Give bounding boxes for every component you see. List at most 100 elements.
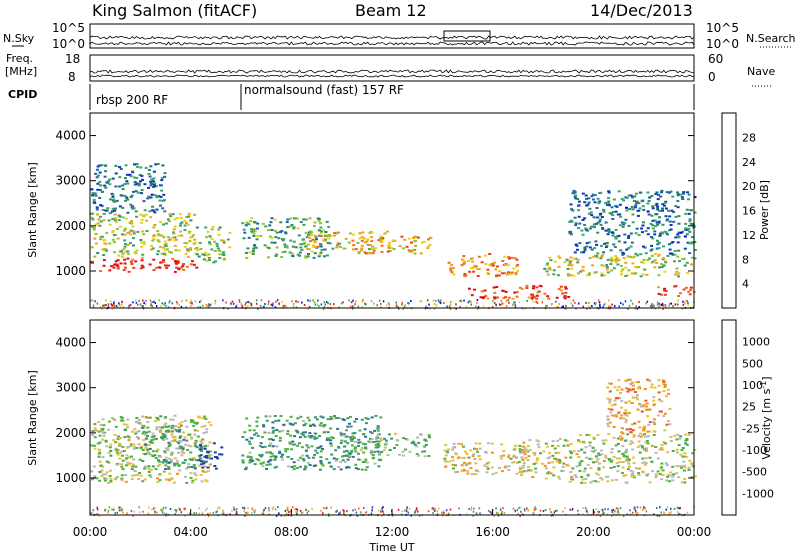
data-cell xyxy=(546,304,548,307)
data-cell xyxy=(190,260,194,263)
data-cell xyxy=(222,509,224,512)
data-cell xyxy=(518,450,522,453)
data-cell xyxy=(611,214,615,217)
data-cell xyxy=(160,179,164,182)
data-cell xyxy=(647,408,651,411)
data-cell xyxy=(536,443,540,446)
data-cell xyxy=(605,203,609,206)
data-cell xyxy=(595,216,599,219)
data-cell xyxy=(664,261,668,264)
data-cell xyxy=(220,446,224,449)
data-cell xyxy=(516,269,520,272)
data-cell xyxy=(478,458,482,461)
data-cell xyxy=(668,512,670,515)
data-cell xyxy=(208,463,212,466)
data-cell xyxy=(305,236,309,239)
data-cell xyxy=(114,207,117,210)
data-cell xyxy=(657,247,661,250)
data-cell xyxy=(120,474,124,477)
data-cell xyxy=(687,434,691,436)
data-cell xyxy=(163,175,167,178)
data-cell xyxy=(465,462,469,465)
data-cell xyxy=(574,194,578,197)
data-cell xyxy=(510,271,514,274)
data-cell xyxy=(459,306,461,308)
data-cell xyxy=(105,299,107,302)
data-cell xyxy=(364,241,367,244)
data-cell xyxy=(582,507,584,509)
data-cell xyxy=(646,227,650,230)
nsky-line xyxy=(89,35,695,40)
data-cell xyxy=(205,428,209,431)
data-cell xyxy=(142,233,146,236)
data-cell xyxy=(619,215,623,218)
data-cell xyxy=(619,417,623,420)
data-cell xyxy=(607,458,611,460)
data-cell xyxy=(591,480,595,483)
data-cell xyxy=(626,513,628,516)
data-cell xyxy=(680,455,684,458)
data-cell xyxy=(651,260,655,263)
data-cell xyxy=(531,295,535,298)
data-cell xyxy=(644,399,648,402)
data-cell xyxy=(328,242,332,245)
data-cell xyxy=(620,437,624,440)
data-cell xyxy=(106,207,110,210)
nsearch-label: N.Search xyxy=(746,32,796,45)
data-cell xyxy=(150,441,154,444)
data-cell xyxy=(175,447,179,450)
data-cell xyxy=(622,257,626,260)
data-cell xyxy=(669,435,673,438)
data-cell xyxy=(111,230,115,233)
data-cell xyxy=(536,457,539,460)
data-cell xyxy=(174,425,178,428)
data-cell xyxy=(374,443,378,446)
data-cell xyxy=(598,462,602,465)
data-cell xyxy=(628,400,631,403)
data-cell xyxy=(360,247,364,250)
data-cell xyxy=(495,296,499,299)
data-cell xyxy=(679,435,683,438)
data-cell xyxy=(156,250,160,253)
data-cell xyxy=(592,255,596,258)
data-cell xyxy=(534,467,538,470)
data-cell xyxy=(444,465,448,468)
data-cell xyxy=(535,459,539,462)
data-cell xyxy=(680,449,684,452)
data-cell xyxy=(606,415,610,418)
data-cell xyxy=(667,209,671,212)
data-cell xyxy=(156,163,160,165)
data-cell xyxy=(131,474,134,477)
data-cell xyxy=(180,421,184,424)
data-cell xyxy=(662,304,664,307)
y-tick-label: 4000 xyxy=(55,129,86,143)
data-cell xyxy=(651,303,653,306)
data-cell xyxy=(435,304,438,307)
data-cell xyxy=(192,464,196,466)
data-cell xyxy=(604,246,608,248)
data-cell xyxy=(648,196,652,199)
data-cell xyxy=(110,300,112,303)
data-cell xyxy=(138,419,141,422)
data-cell xyxy=(125,423,129,426)
data-cell xyxy=(159,204,162,207)
y-tick-label: 1000 xyxy=(55,471,86,485)
data-cell xyxy=(376,427,380,430)
data-cell xyxy=(565,258,569,261)
data-cell xyxy=(466,513,468,516)
data-cell xyxy=(292,226,296,229)
data-cell xyxy=(218,507,221,510)
data-cell xyxy=(104,473,108,476)
data-cell xyxy=(493,291,497,294)
data-cell xyxy=(346,417,350,420)
data-cell xyxy=(148,263,152,266)
data-cell xyxy=(382,437,386,440)
data-cell xyxy=(304,422,308,425)
data-cell xyxy=(513,300,515,303)
data-cell xyxy=(642,403,646,406)
data-cell xyxy=(122,269,126,272)
data-cell xyxy=(170,433,174,436)
power-ylabel: Slant Range [km] xyxy=(26,162,39,258)
data-cell xyxy=(645,510,648,513)
data-cell xyxy=(503,255,507,258)
